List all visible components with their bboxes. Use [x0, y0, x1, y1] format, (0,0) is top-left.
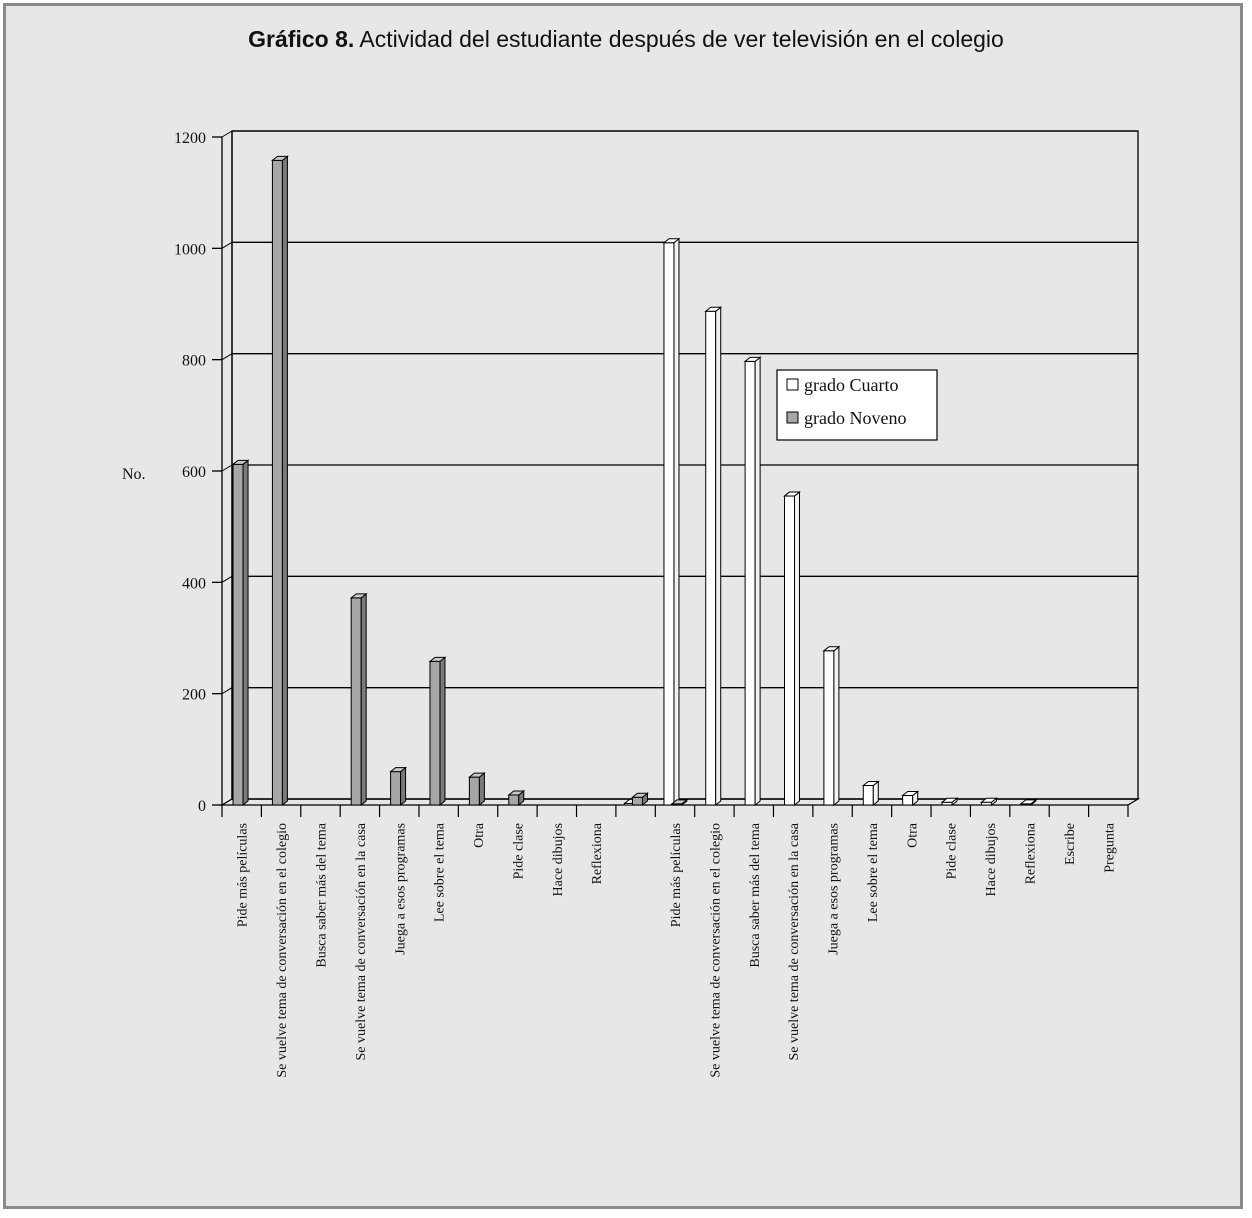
bar-cuarto-side — [755, 357, 760, 805]
legend: grado Cuarto grado Noveno — [777, 370, 937, 440]
bar-cuarto-front — [903, 796, 913, 805]
y-tick-label: 400 — [182, 575, 206, 592]
bars — [233, 156, 1036, 805]
y-tick-label: 1200 — [174, 130, 206, 147]
gridline-depth — [222, 688, 232, 694]
category-label: Pide clase — [945, 823, 960, 879]
bar-cuarto-front — [745, 361, 755, 805]
y-tick-label: 1000 — [174, 241, 206, 258]
bar-noveno — [272, 156, 287, 805]
bar-cuarto-front — [785, 496, 795, 805]
bar-noveno-side — [243, 460, 248, 805]
category-label: Se vuelve tema de conversación en la cas… — [354, 822, 369, 1060]
bar-cuarto — [664, 239, 679, 805]
bar-noveno-front — [391, 772, 401, 805]
bar-cuarto — [706, 307, 721, 805]
bar-noveno — [509, 791, 524, 805]
category-label: Hace dibujos — [551, 823, 566, 896]
bar-cuarto-front — [863, 786, 873, 805]
bar-noveno-side — [282, 156, 287, 805]
category-label: Pregunta — [1102, 822, 1117, 873]
gridline-depth — [222, 131, 232, 137]
category-label: Reflexiona — [1024, 822, 1039, 884]
bar-cuarto — [785, 492, 800, 805]
y-tick-label: 800 — [182, 353, 206, 370]
bar-noveno-front — [272, 160, 282, 805]
category-labels: Pide más películas Se vuelve tema de conv… — [236, 822, 1118, 1077]
gridline-depth — [222, 354, 232, 360]
bar-noveno-side — [479, 773, 484, 805]
bar-noveno-side — [440, 657, 445, 805]
bar-cuarto-side — [834, 647, 839, 805]
bar-noveno — [430, 657, 445, 805]
category-label: Se vuelve tema de conversación en el col… — [275, 823, 290, 1078]
category-label: Escribe — [1063, 823, 1078, 865]
bar-noveno-side — [401, 768, 406, 805]
bar-cuarto-side — [716, 307, 721, 805]
gridline-depth — [222, 242, 232, 248]
bar-cuarto-side — [795, 492, 800, 805]
legend-swatch — [787, 412, 798, 423]
y-tick-label: 0 — [198, 798, 206, 815]
bar-noveno — [391, 768, 406, 805]
y-axis-label: No. — [122, 466, 146, 483]
category-label: Juega a esos programas — [393, 823, 408, 955]
bar-noveno-front — [509, 795, 519, 805]
bar-cuarto-side — [674, 239, 679, 805]
bar-noveno-front — [430, 661, 440, 805]
legend-label: grado Cuarto — [804, 375, 898, 395]
bar-noveno — [351, 594, 366, 805]
category-label: Otra — [472, 822, 487, 848]
bar-noveno — [469, 773, 484, 805]
category-label: Pide clase — [511, 823, 526, 879]
bar-cuarto — [824, 647, 839, 805]
bar-noveno-front — [469, 777, 479, 805]
category-label: Hace dibujos — [984, 823, 999, 896]
category-label: Se vuelve tema de conversación en el col… — [708, 823, 723, 1078]
bar-cuarto-front — [824, 651, 834, 805]
gridline-depth — [222, 576, 232, 582]
bar-cuarto-front — [664, 243, 674, 805]
bar-cuarto — [903, 792, 918, 805]
category-label: Busca saber más del tema — [748, 822, 763, 967]
category-label: Otra — [905, 822, 920, 848]
category-label: Reflexiona — [590, 822, 605, 884]
legend-swatch — [787, 379, 798, 390]
category-label: Pide más películas — [669, 823, 684, 927]
category-label: Busca saber más del tema — [314, 822, 329, 967]
category-label: Juega a esos programas — [827, 823, 842, 955]
y-tick-label: 200 — [182, 687, 206, 704]
bar-noveno-front — [632, 797, 642, 805]
bar-cuarto — [863, 782, 878, 805]
bar-cuarto-front — [706, 311, 716, 805]
y-tick-label: 600 — [182, 464, 206, 481]
legend-label: grado Noveno — [804, 408, 906, 428]
category-label: Lee sobre el tema — [433, 822, 448, 922]
category-label: Pide más películas — [236, 823, 251, 927]
y-tick-labels: 0 200 400 600 800 1000 1200 — [174, 130, 206, 815]
bar-cuarto — [1021, 800, 1036, 805]
gridline-depth — [222, 465, 232, 471]
bar-noveno-front — [233, 464, 243, 805]
bar-noveno — [233, 460, 248, 805]
bar-noveno — [632, 793, 647, 805]
bar-noveno-side — [361, 594, 366, 805]
category-label: Lee sobre el tema — [866, 822, 881, 922]
bar-cuarto — [745, 357, 760, 805]
bar-noveno-front — [351, 598, 361, 805]
category-label: Se vuelve tema de conversación en la cas… — [787, 822, 802, 1060]
